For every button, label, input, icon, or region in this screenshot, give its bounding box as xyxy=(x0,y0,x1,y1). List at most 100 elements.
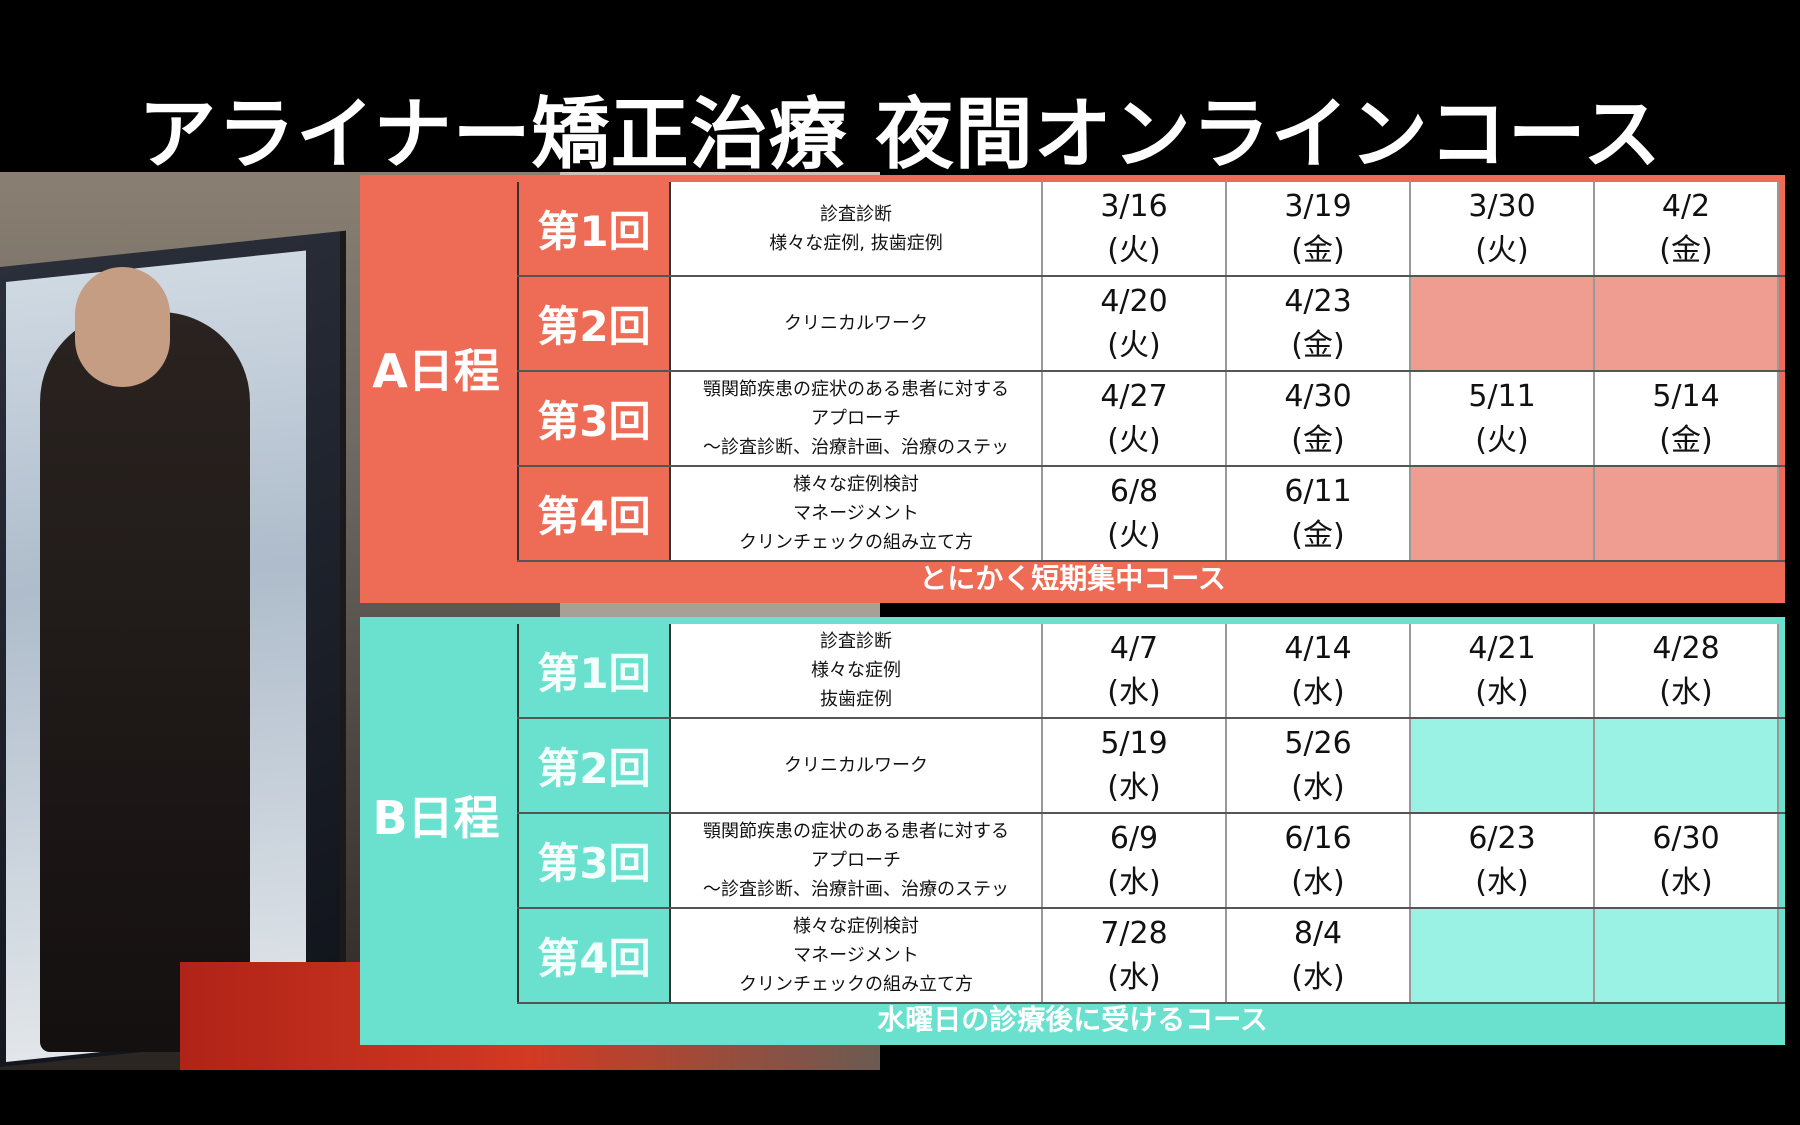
topic-cell: 顎関節疾患の症状のある患者に対する アプローチ 〜診査診断、治療計画、治療のステッ xyxy=(671,814,1043,907)
date-weekday: (金) xyxy=(1291,517,1345,553)
date-value: 4/30 xyxy=(1284,378,1352,414)
date-cell: 3/30 (火) xyxy=(1411,182,1595,275)
date-value: 3/16 xyxy=(1100,188,1168,224)
topic-line: クリンチェックの組み立て方 xyxy=(739,974,973,995)
date-weekday: (金) xyxy=(1659,232,1713,268)
round-label: 第4回 xyxy=(517,467,671,560)
topic-cell: クリニカルワーク xyxy=(671,277,1043,370)
date-value: 4/27 xyxy=(1100,378,1168,414)
date-value: 6/30 xyxy=(1652,820,1720,856)
date-value: 4/14 xyxy=(1284,630,1352,666)
date-value: 5/26 xyxy=(1284,725,1352,761)
page-title: アライナー矯正治療 夜間オンラインコース xyxy=(138,90,1662,180)
date-value: 4/20 xyxy=(1100,283,1168,319)
empty-date-cell xyxy=(1411,467,1595,560)
topic-line: 診査診断 xyxy=(820,203,892,225)
date-weekday: (水) xyxy=(1291,769,1345,805)
schedule-footer: 水曜日の診療後に受けるコース xyxy=(877,1003,1268,1036)
date-cell: 7/28 (水) xyxy=(1043,909,1227,1002)
date-value: 6/9 xyxy=(1109,820,1159,856)
date-weekday: (水) xyxy=(1291,674,1345,710)
empty-date-cell xyxy=(1595,277,1779,370)
date-weekday: (金) xyxy=(1291,327,1345,363)
round-label: 第4回 xyxy=(517,909,671,1002)
date-cell: 5/19 (水) xyxy=(1043,719,1227,812)
date-cell: 6/11 (金) xyxy=(1227,467,1411,560)
schedule-label: A日程 xyxy=(372,344,500,398)
date-weekday: (火) xyxy=(1107,232,1161,268)
date-weekday: (火) xyxy=(1107,517,1161,553)
topic-line: 顎関節疾患の症状のある患者に対する xyxy=(703,379,1009,400)
date-value: 4/21 xyxy=(1468,630,1536,666)
date-value: 7/28 xyxy=(1100,915,1168,951)
round-label: 第2回 xyxy=(517,277,671,370)
topic-line: 〜診査診断、治療計画、治療のステッ xyxy=(703,879,1009,900)
date-cell: 4/28 (水) xyxy=(1595,624,1779,717)
date-cell: 3/16 (火) xyxy=(1043,182,1227,275)
date-cell: 4/2 (金) xyxy=(1595,182,1779,275)
date-weekday: (水) xyxy=(1475,674,1529,710)
empty-date-cell xyxy=(1411,719,1595,812)
empty-date-cell xyxy=(1411,277,1595,370)
date-cell: 6/23 (水) xyxy=(1411,814,1595,907)
schedule-row: 第2回 クリニカルワーク 4/20 (火) 4/23 (金) xyxy=(517,277,1785,372)
date-cell: 4/20 (火) xyxy=(1043,277,1227,370)
date-value: 6/16 xyxy=(1284,820,1352,856)
date-weekday: (水) xyxy=(1107,864,1161,900)
empty-date-cell xyxy=(1595,909,1779,1002)
empty-date-cell xyxy=(1595,467,1779,560)
date-weekday: (火) xyxy=(1107,327,1161,363)
date-cell: 8/4 (水) xyxy=(1227,909,1411,1002)
topic-line: 様々な症例検討 xyxy=(793,916,919,937)
topic-cell: 診査診断 様々な症例 抜歯症例 xyxy=(671,624,1043,717)
date-cell: 5/26 (水) xyxy=(1227,719,1411,812)
topic-cell: 診査診断様々な症例, 抜歯症例 xyxy=(671,182,1043,275)
date-value: 6/8 xyxy=(1109,473,1159,509)
date-cell: 5/11 (火) xyxy=(1411,372,1595,465)
date-value: 4/28 xyxy=(1652,630,1720,666)
date-cell: 4/23 (金) xyxy=(1227,277,1411,370)
schedule-b-panel: B日程 第1回 診査診断 様々な症例 抜歯症例 4/7 (水) 4/14 (水) 4/21 (水)… xyxy=(360,617,1785,1045)
schedule-footer: とにかく短期集中コース xyxy=(919,562,1226,595)
topic-line: クリンチェックの組み立て方 xyxy=(739,532,973,553)
topic-line: アプローチ xyxy=(811,408,901,429)
date-value: 8/4 xyxy=(1293,915,1343,951)
topic-line: 様々な症例 xyxy=(811,660,901,681)
date-cell: 6/16 (水) xyxy=(1227,814,1411,907)
date-value: 4/23 xyxy=(1284,283,1352,319)
date-weekday: (水) xyxy=(1475,864,1529,900)
schedule-label: B日程 xyxy=(372,791,500,845)
round-label: 第3回 xyxy=(517,814,671,907)
date-value: 3/19 xyxy=(1284,188,1352,224)
date-value: 5/19 xyxy=(1100,725,1168,761)
topic-line: 様々な症例, 抜歯症例 xyxy=(769,232,943,254)
date-weekday: (水) xyxy=(1659,674,1713,710)
date-cell: 6/8 (火) xyxy=(1043,467,1227,560)
photo-presenter-head xyxy=(75,267,170,387)
schedule-row: 第3回 顎関節疾患の症状のある患者に対する アプローチ 〜診査診断、治療計画、治療のス… xyxy=(517,814,1785,909)
round-label: 第1回 xyxy=(517,182,671,275)
topic-cell: 顎関節疾患の症状のある患者に対する アプローチ 〜診査診断、治療計画、治療のステッ xyxy=(671,372,1043,465)
schedule-row: 第4回 様々な症例検討 マネージメント クリンチェックの組み立て方 7/28 (水) 8/4… xyxy=(517,909,1785,1004)
round-label: 第1回 xyxy=(517,624,671,717)
topic-cell: クリニカルワーク xyxy=(671,719,1043,812)
date-value: 5/11 xyxy=(1468,378,1536,414)
date-weekday: (水) xyxy=(1291,864,1345,900)
date-weekday: (火) xyxy=(1475,422,1529,458)
date-weekday: (金) xyxy=(1291,232,1345,268)
topic-line: マネージメント xyxy=(793,945,919,966)
date-weekday: (水) xyxy=(1107,769,1161,805)
schedule-row: 第3回 顎関節疾患の症状のある患者に対する アプローチ 〜診査診断、治療計画、治療のス… xyxy=(517,372,1785,467)
topic-line: クリニカルワーク xyxy=(784,755,928,776)
empty-date-cell xyxy=(1595,719,1779,812)
date-weekday: (金) xyxy=(1659,422,1713,458)
date-cell: 4/14 (水) xyxy=(1227,624,1411,717)
date-cell: 4/7 (水) xyxy=(1043,624,1227,717)
schedule-row: 第2回 クリニカルワーク 5/19 (水) 5/26 (水) xyxy=(517,719,1785,814)
topic-line: アプローチ xyxy=(811,850,901,871)
date-weekday: (金) xyxy=(1291,422,1345,458)
date-value: 3/30 xyxy=(1468,188,1536,224)
photo-presenter xyxy=(40,312,250,1052)
schedule-row: 第1回 診査診断 様々な症例 抜歯症例 4/7 (水) 4/14 (水) 4/21 (水) 4/28… xyxy=(517,624,1785,719)
date-value: 6/23 xyxy=(1468,820,1536,856)
